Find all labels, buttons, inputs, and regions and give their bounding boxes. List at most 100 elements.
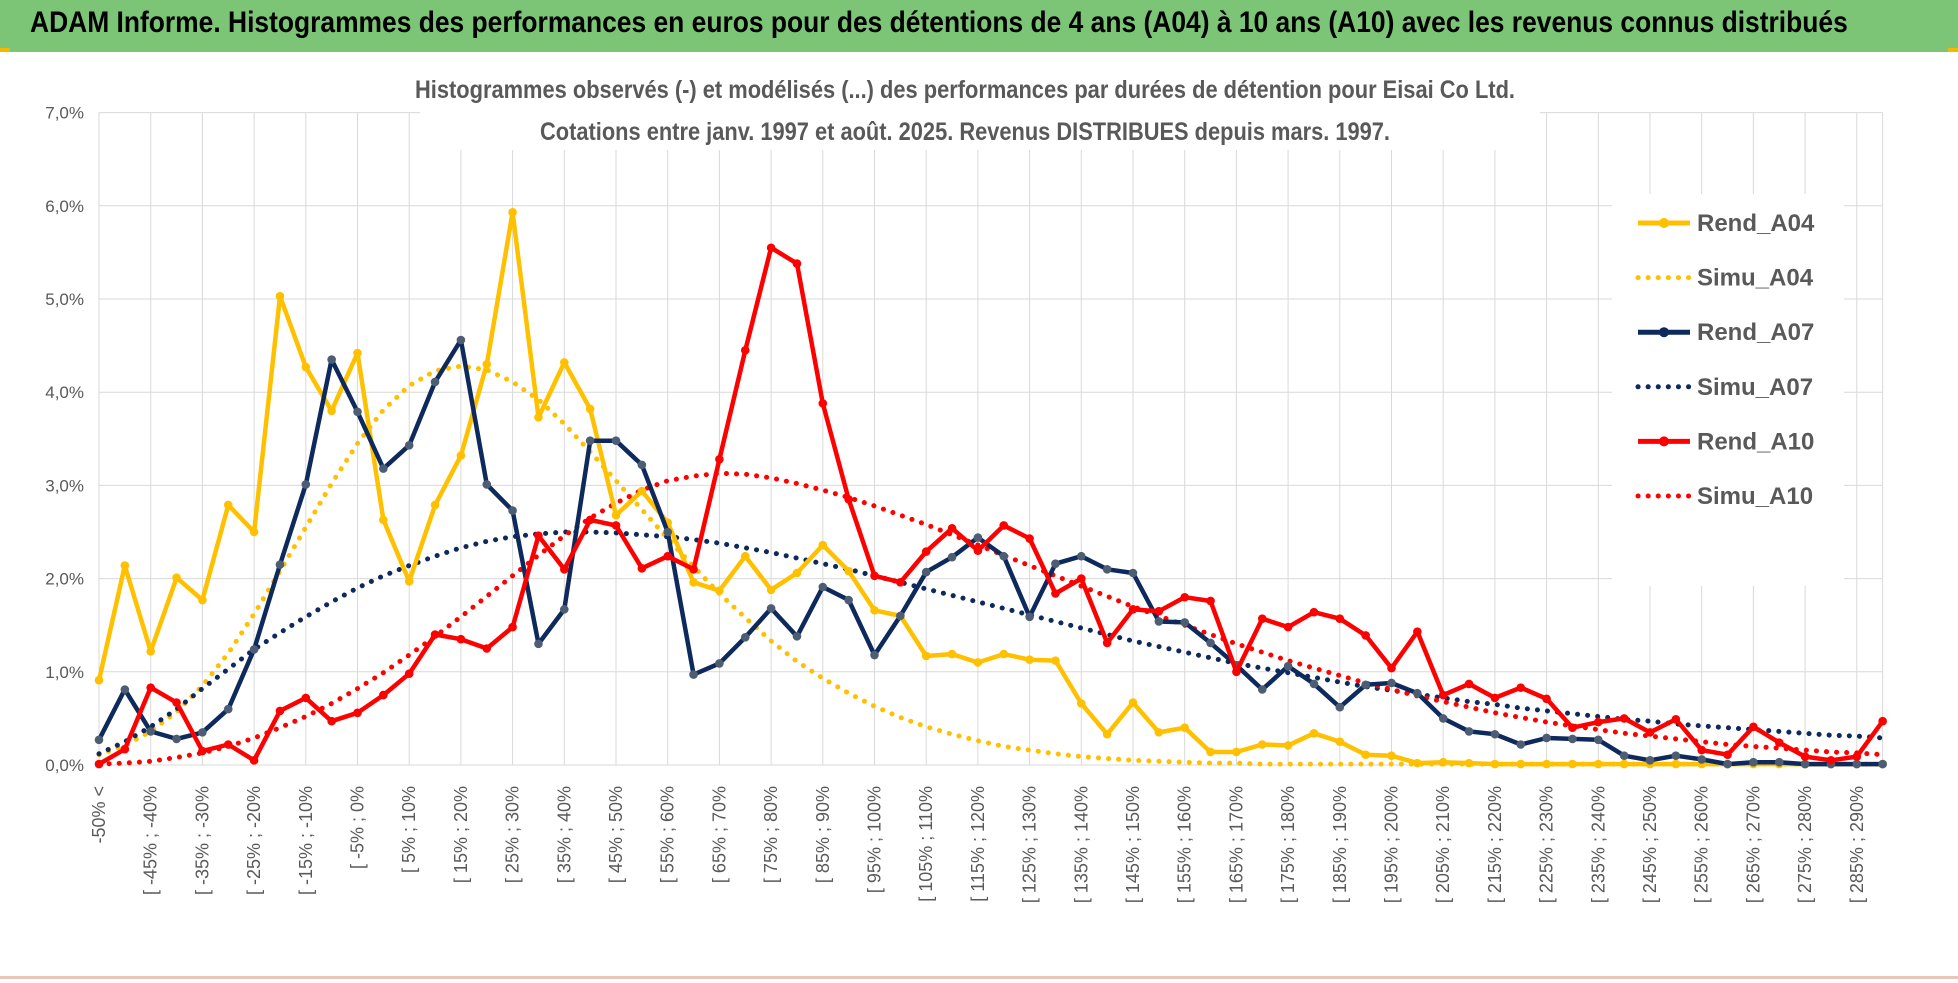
data-point-rend_a07 — [560, 605, 569, 614]
data-point-rend_a07 — [1542, 733, 1551, 743]
y-tick-label: 5,0% — [45, 290, 84, 309]
data-point-rend_a04 — [1568, 759, 1577, 769]
data-point-rend_a07 — [1206, 638, 1215, 648]
data-point-rend_a10 — [1206, 596, 1215, 606]
data-point-rend_a04 — [1671, 759, 1681, 769]
data-point-rend_a04 — [1438, 757, 1448, 767]
data-point-rend_a10 — [585, 515, 595, 525]
data-point-rend_a04 — [766, 585, 776, 595]
bottom-border — [0, 976, 1958, 979]
data-point-rend_a10 — [1749, 722, 1758, 732]
x-tick-label: [ -15% ; -10% — [296, 786, 316, 895]
data-point-rend_a04 — [94, 675, 104, 685]
x-tick-label: [ 145% ; 150% — [1123, 786, 1143, 903]
data-point-rend_a10 — [1800, 752, 1810, 761]
chart-title: Histogrammes observés (-) et modélisés (… — [415, 76, 1515, 104]
x-tick-label: [ 215% ; 220% — [1485, 786, 1505, 903]
data-point-rend_a07 — [508, 506, 517, 515]
data-point-rend_a07 — [1594, 735, 1603, 745]
data-point-rend_a04 — [1077, 699, 1086, 708]
data-point-rend_a04 — [715, 586, 724, 596]
data-point-rend_a04 — [1594, 759, 1603, 769]
data-point-rend_a10 — [844, 495, 853, 504]
data-point-rend_a10 — [1102, 638, 1112, 648]
chart-subtitle: Cotations entre janv. 1997 et août. 2025… — [540, 118, 1390, 146]
x-tick-label: [ 75% ; 80% — [761, 786, 781, 883]
data-point-rend_a10 — [1077, 574, 1086, 583]
legend-marker-rend_a10 — [1659, 436, 1669, 447]
data-point-rend_a07 — [430, 377, 440, 387]
series-line-simu_a07 — [96, 529, 1886, 757]
title-background — [420, 60, 1540, 150]
data-point-rend_a10 — [301, 693, 311, 703]
x-tick-label: [ 125% ; 130% — [1020, 786, 1040, 903]
data-point-rend_a04 — [870, 605, 879, 615]
x-tick-label: [ 275% ; 280% — [1795, 786, 1815, 903]
data-point-rend_a07 — [1413, 688, 1422, 698]
x-tick-label: [ 185% ; 190% — [1330, 786, 1350, 903]
x-tick-label: [ 265% ; 270% — [1743, 786, 1763, 903]
data-point-rend_a04 — [947, 649, 957, 659]
data-point-rend_a10 — [172, 698, 181, 707]
data-point-rend_a04 — [275, 291, 285, 301]
data-point-rend_a10 — [1335, 614, 1345, 623]
data-point-rend_a10 — [870, 571, 879, 581]
data-point-rend_a04 — [1542, 759, 1551, 769]
x-tick-label: [ 245% ; 250% — [1640, 786, 1660, 903]
data-point-rend_a04 — [404, 577, 414, 586]
data-point-rend_a04 — [301, 362, 311, 372]
data-point-rend_a10 — [1413, 627, 1422, 637]
x-tick-label: [ 225% ; 230% — [1537, 786, 1557, 903]
data-point-rend_a04 — [534, 413, 543, 422]
data-point-rend_a04 — [560, 358, 569, 367]
data-point-rend_a07 — [379, 464, 388, 473]
y-tick-label: 7,0% — [45, 104, 84, 123]
data-point-rend_a07 — [120, 685, 130, 694]
x-tick-label: [ 85% ; 90% — [813, 786, 833, 883]
data-point-rend_a10 — [1438, 690, 1448, 700]
x-tick-label: [ 5% ; 10% — [399, 786, 419, 873]
x-tick-label: [ 135% ; 140% — [1071, 786, 1091, 903]
data-point-rend_a04 — [120, 561, 130, 570]
data-point-rend_a04 — [792, 568, 802, 578]
title-bar: ADAM Informe. Histogrammes des performan… — [0, 0, 1958, 52]
data-point-rend_a07 — [1774, 757, 1784, 767]
data-point-rend_a04 — [1257, 740, 1267, 749]
data-point-rend_a10 — [1309, 607, 1319, 617]
data-point-rend_a07 — [1335, 702, 1345, 712]
data-point-rend_a10 — [404, 669, 414, 678]
legend-box — [1612, 194, 1844, 586]
data-point-rend_a07 — [818, 582, 828, 592]
data-point-rend_a10 — [1257, 614, 1267, 623]
data-point-rend_a04 — [1102, 729, 1112, 739]
data-point-rend_a07 — [689, 670, 698, 679]
legend-label-simu_a04: Simu_A04 — [1697, 265, 1814, 292]
data-point-rend_a10 — [1387, 663, 1396, 673]
data-point-rend_a07 — [534, 639, 543, 649]
data-point-rend_a10 — [663, 551, 672, 561]
data-point-rend_a07 — [1464, 727, 1474, 736]
data-point-rend_a07 — [275, 560, 285, 569]
histogram-chart: 0,0% 1,0% 2,0% 3,0% 4,0% 5,0% 6,0% 7,0% -50% < [… — [45, 60, 1887, 903]
data-point-rend_a04 — [1464, 758, 1474, 768]
data-point-rend_a07 — [1102, 564, 1112, 574]
data-point-rend_a10 — [896, 578, 905, 587]
data-point-rend_a10 — [198, 746, 207, 756]
data-point-rend_a07 — [921, 567, 931, 577]
data-point-rend_a07 — [1257, 685, 1267, 694]
data-point-rend_a10 — [1542, 694, 1551, 704]
data-point-rend_a07 — [249, 645, 259, 654]
y-tick-label: 3,0% — [45, 476, 84, 495]
data-point-rend_a10 — [766, 243, 776, 253]
data-point-rend_a07 — [172, 734, 181, 744]
data-point-rend_a07 — [1387, 678, 1396, 688]
data-point-rend_a04 — [146, 646, 155, 656]
data-point-rend_a10 — [1154, 606, 1164, 616]
x-tick-label: [ 65% ; 70% — [709, 786, 729, 883]
data-point-rend_a10 — [1852, 752, 1862, 761]
data-point-rend_a04 — [430, 500, 440, 510]
x-tick-label: [ 175% ; 180% — [1278, 786, 1298, 903]
data-point-rend_a10 — [146, 683, 155, 692]
data-point-rend_a07 — [792, 632, 802, 641]
y-tick-label: 4,0% — [45, 383, 84, 402]
